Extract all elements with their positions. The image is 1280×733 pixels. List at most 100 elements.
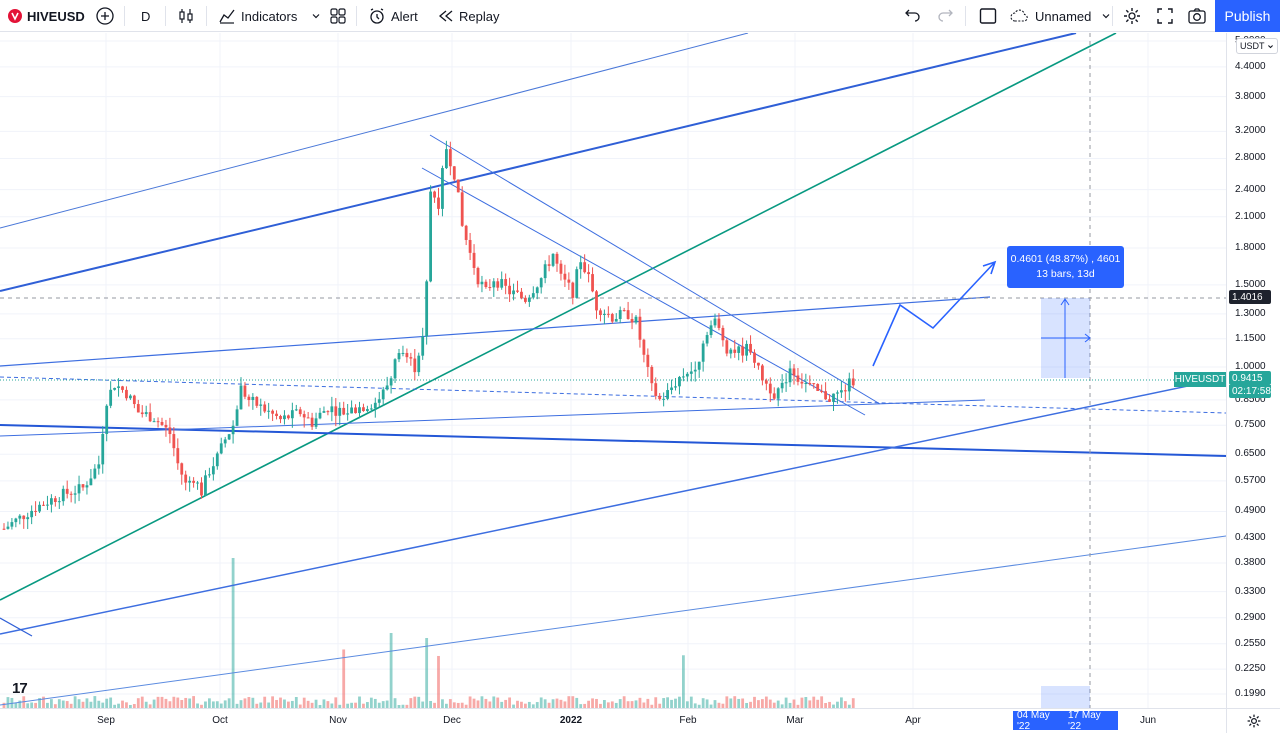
chart-pane[interactable] — [0, 33, 1226, 708]
candle-body — [508, 285, 511, 295]
candle-body — [678, 376, 681, 387]
alarm-clock-icon — [368, 7, 386, 25]
volume-bar — [441, 699, 444, 708]
indicators-button[interactable]: Indicators — [218, 0, 321, 32]
candle-body — [812, 383, 816, 385]
volume-bar — [136, 698, 140, 708]
candle-body — [713, 318, 717, 326]
candle-body — [792, 368, 796, 376]
price-tick: 1.3000 — [1235, 307, 1266, 319]
volume-bar — [223, 700, 227, 708]
candle-body — [105, 405, 109, 434]
volume-bar — [334, 697, 338, 708]
undo-button[interactable] — [904, 0, 922, 32]
volume-bar — [689, 696, 693, 708]
price-tick: 0.6500 — [1235, 448, 1266, 460]
layout-menu[interactable]: Unnamed — [1010, 0, 1111, 32]
candle-body — [417, 355, 421, 373]
lower-range-line — [0, 399, 986, 437]
candle-body — [488, 287, 492, 289]
fullscreen-button[interactable] — [1156, 0, 1174, 32]
undo-icon — [904, 7, 922, 25]
candle-body — [318, 412, 322, 419]
settings-button[interactable] — [1122, 0, 1142, 32]
volume-bar — [263, 696, 267, 708]
candle-body — [421, 336, 425, 356]
volume-bar — [820, 696, 824, 708]
range-start-date: 04 May '22 — [1013, 710, 1067, 732]
volume-bar — [610, 701, 614, 708]
tradingview-logo[interactable]: 17 — [12, 680, 28, 697]
templates-button[interactable] — [329, 0, 347, 32]
candle-body — [350, 407, 353, 414]
interval-label: D — [141, 8, 151, 24]
candle-body — [437, 197, 440, 209]
price-axis[interactable]: 5.00004.40003.80003.20002.80002.40002.10… — [1226, 33, 1280, 708]
currency-select[interactable]: USDT — [1236, 38, 1278, 54]
volume-bar — [658, 703, 662, 708]
dashed-trend-line — [0, 376, 1226, 414]
replay-button[interactable]: Replay — [438, 0, 499, 32]
volume-bar — [397, 704, 401, 708]
publish-button[interactable]: Publish — [1215, 0, 1280, 32]
candle-body — [460, 192, 464, 226]
volume-bar — [279, 697, 282, 708]
hive-logo-icon — [8, 9, 22, 23]
candle-body — [768, 383, 772, 394]
candle-body — [847, 378, 851, 392]
candle-body — [152, 421, 156, 423]
compare-symbol-button[interactable] — [95, 0, 115, 32]
candle-body — [448, 149, 452, 167]
price-chart[interactable] — [0, 33, 1226, 708]
volume-bar — [792, 699, 796, 708]
candle-body — [113, 387, 116, 390]
fullscreen-box-button[interactable] — [978, 0, 998, 32]
candle-body — [215, 453, 219, 467]
candle-body — [334, 406, 338, 416]
interval-button[interactable]: D — [141, 0, 150, 32]
price-tick: 3.2000 — [1235, 125, 1266, 137]
volume-bar — [749, 701, 752, 708]
candle-body — [294, 409, 298, 411]
candle-body — [57, 501, 61, 503]
volume-bar — [239, 700, 243, 708]
snapshot-button[interactable] — [1187, 0, 1207, 32]
candle-body — [208, 474, 211, 476]
volume-bar — [42, 696, 45, 708]
square-icon — [978, 6, 998, 26]
candle-body — [204, 475, 207, 496]
volume-bar — [85, 698, 89, 708]
candle-body — [788, 368, 792, 383]
candle-body — [555, 253, 559, 264]
candle-body — [642, 339, 646, 355]
volume-bar — [18, 700, 22, 708]
redo-button[interactable] — [936, 0, 954, 32]
candle-body — [93, 468, 97, 479]
candle-body — [156, 421, 160, 423]
symbol-name: HIVEUSD — [27, 8, 85, 24]
volume-bar — [761, 699, 764, 708]
volume-bar — [452, 702, 456, 708]
volume-bar — [338, 704, 342, 708]
symbol-search[interactable]: HIVEUSD — [8, 0, 85, 32]
volume-bar — [125, 702, 128, 708]
volume-bar — [520, 701, 523, 708]
volume-bar — [2, 702, 6, 708]
candle-body — [338, 407, 342, 416]
volume-bar — [535, 702, 539, 708]
chart-type-button[interactable] — [176, 0, 196, 32]
volume-bar — [531, 704, 535, 708]
alert-button[interactable]: Alert — [368, 0, 418, 32]
candle-body — [346, 413, 350, 415]
volume-bar — [508, 697, 511, 708]
volume-bar — [188, 698, 192, 708]
volume-bar — [227, 698, 231, 708]
volume-bar — [828, 701, 831, 708]
candle-body — [500, 279, 504, 288]
volume-bar — [737, 698, 741, 708]
candle-body — [587, 272, 590, 275]
layout-name: Unnamed — [1035, 8, 1092, 24]
volume-bar — [772, 702, 776, 708]
axis-settings-button[interactable] — [1226, 708, 1280, 733]
volume-bar — [251, 697, 255, 708]
